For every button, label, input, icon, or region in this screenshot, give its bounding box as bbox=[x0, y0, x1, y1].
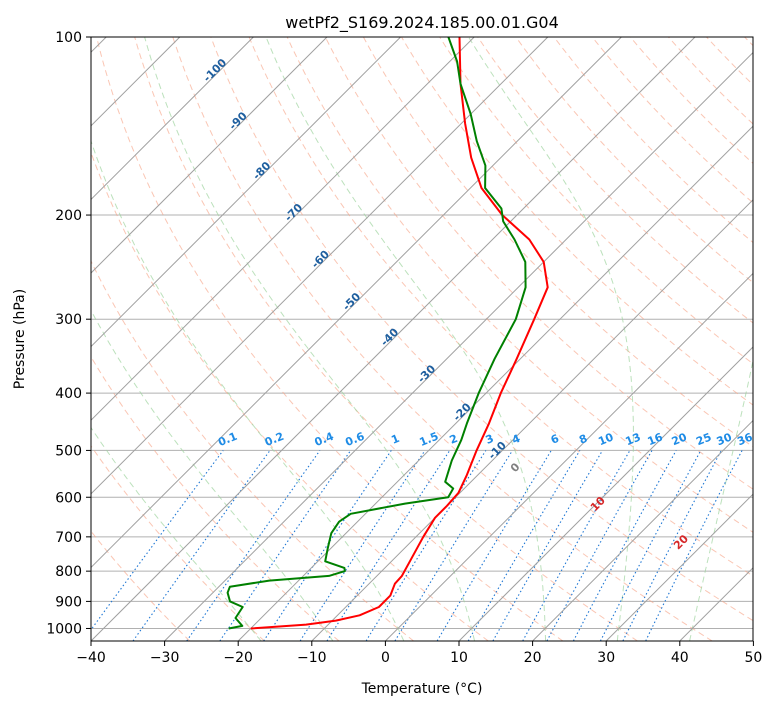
y-tick-label: 100 bbox=[55, 30, 82, 46]
x-tick-label: −30 bbox=[150, 650, 180, 666]
y-axis-label: Pressure (hPa) bbox=[12, 289, 28, 389]
y-tick-label: 500 bbox=[55, 443, 82, 459]
x-tick-label: 0 bbox=[381, 650, 390, 666]
y-tick-label: 300 bbox=[55, 312, 82, 328]
x-tick-label: −40 bbox=[76, 650, 106, 666]
x-tick-label: −10 bbox=[297, 650, 327, 666]
x-axis-label: Temperature (°C) bbox=[361, 681, 483, 697]
y-tick-label: 700 bbox=[55, 530, 82, 546]
y-tick-label: 600 bbox=[55, 490, 82, 506]
x-tick-label: 20 bbox=[524, 650, 542, 666]
y-tick-label: 1000 bbox=[46, 621, 82, 637]
x-tick-label: 50 bbox=[744, 650, 762, 666]
chart-title: wetPf2_S169.2024.185.00.01.G04 bbox=[285, 13, 559, 33]
y-tick-label: 800 bbox=[55, 564, 82, 580]
x-tick-label: 40 bbox=[671, 650, 689, 666]
y-tick-label: 900 bbox=[55, 594, 82, 610]
x-tick-label: 30 bbox=[597, 650, 615, 666]
x-tick-label: −20 bbox=[223, 650, 253, 666]
y-tick-label: 400 bbox=[55, 386, 82, 402]
x-tick-label: 10 bbox=[450, 650, 468, 666]
y-tick-label: 200 bbox=[55, 208, 82, 224]
